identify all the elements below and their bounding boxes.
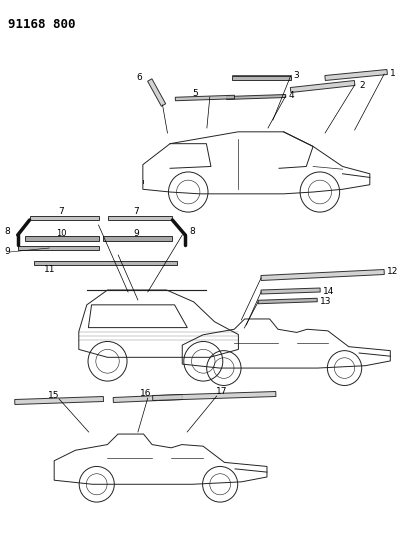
- Polygon shape: [113, 394, 182, 402]
- Text: 6: 6: [136, 74, 142, 83]
- Polygon shape: [25, 236, 98, 240]
- Text: 4: 4: [289, 92, 294, 101]
- Polygon shape: [261, 288, 320, 294]
- Polygon shape: [108, 216, 172, 220]
- Polygon shape: [148, 79, 166, 106]
- Text: 13: 13: [320, 297, 332, 306]
- Polygon shape: [153, 392, 276, 400]
- Polygon shape: [290, 80, 355, 93]
- Text: 17: 17: [216, 387, 228, 397]
- Text: 10: 10: [56, 230, 66, 238]
- Polygon shape: [258, 298, 317, 304]
- Polygon shape: [34, 261, 177, 265]
- Text: 9: 9: [4, 247, 10, 256]
- Polygon shape: [232, 76, 291, 80]
- Polygon shape: [15, 397, 104, 405]
- Text: 12: 12: [387, 268, 398, 277]
- Polygon shape: [325, 69, 387, 80]
- Text: 15: 15: [48, 392, 60, 400]
- Text: 14: 14: [323, 287, 334, 295]
- Polygon shape: [226, 94, 286, 100]
- Text: 8: 8: [4, 227, 10, 236]
- Text: 1: 1: [390, 69, 396, 78]
- Text: 8: 8: [189, 227, 195, 236]
- Polygon shape: [261, 270, 384, 280]
- Polygon shape: [104, 236, 172, 240]
- Text: 9: 9: [133, 230, 139, 238]
- Text: 16: 16: [140, 390, 152, 399]
- Text: 91168 800: 91168 800: [8, 18, 75, 31]
- Text: 3: 3: [294, 71, 299, 80]
- Text: 11: 11: [44, 265, 56, 274]
- Text: 7: 7: [133, 207, 139, 216]
- Text: 2: 2: [360, 80, 365, 90]
- Text: 7: 7: [58, 207, 64, 216]
- Polygon shape: [18, 246, 98, 250]
- Text: 5: 5: [192, 88, 198, 98]
- Polygon shape: [175, 95, 234, 101]
- Polygon shape: [30, 216, 98, 220]
